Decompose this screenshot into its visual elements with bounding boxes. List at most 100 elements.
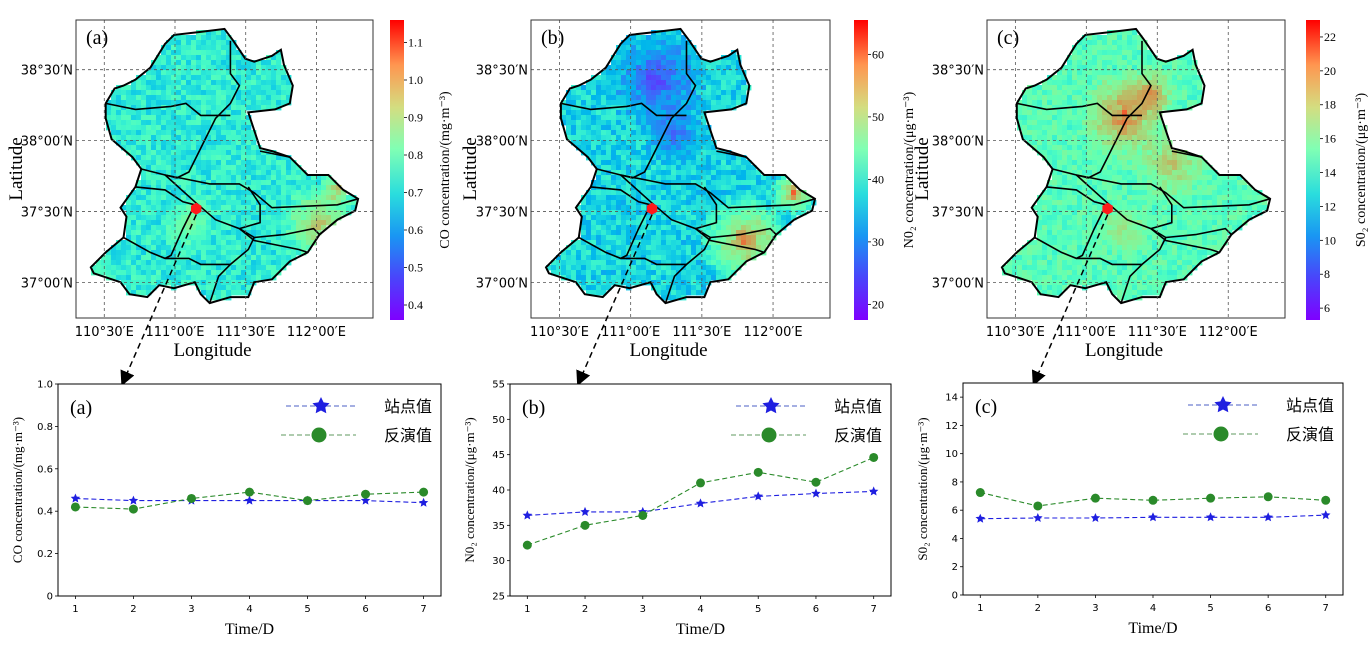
raster-cell bbox=[1147, 90, 1153, 96]
raster-cell bbox=[266, 90, 272, 96]
raster-cell bbox=[636, 195, 642, 201]
raster-cell bbox=[1047, 80, 1053, 86]
raster-cell bbox=[661, 240, 667, 246]
raster-cell bbox=[216, 140, 222, 146]
raster-cell bbox=[1132, 75, 1138, 81]
raster-cell bbox=[251, 165, 257, 171]
raster-cell bbox=[1037, 90, 1043, 96]
raster-cell bbox=[1127, 230, 1133, 236]
raster-cell bbox=[276, 160, 282, 166]
raster-cell bbox=[706, 245, 712, 251]
raster-cell bbox=[211, 265, 217, 271]
colorbar-tick-label: 0.7 bbox=[408, 186, 423, 200]
raster-cell bbox=[636, 70, 642, 76]
raster-cell bbox=[1157, 180, 1163, 186]
raster-cell bbox=[226, 150, 232, 156]
raster-cell bbox=[756, 180, 762, 186]
raster-cell bbox=[141, 215, 147, 221]
raster-cell bbox=[691, 185, 697, 191]
raster-cell bbox=[226, 70, 232, 76]
raster-cell bbox=[186, 260, 192, 266]
raster-cell bbox=[211, 245, 217, 251]
raster-cell bbox=[691, 155, 697, 161]
raster-cell bbox=[1157, 80, 1163, 86]
raster-cell bbox=[701, 135, 707, 141]
raster-cell bbox=[1127, 50, 1133, 56]
raster-cell bbox=[1027, 245, 1033, 251]
raster-cell bbox=[171, 200, 177, 206]
raster-cell bbox=[1062, 160, 1068, 166]
raster-cell bbox=[1157, 90, 1163, 96]
raster-cell bbox=[1167, 165, 1173, 171]
raster-cell bbox=[606, 145, 612, 151]
raster-cell bbox=[271, 55, 277, 61]
raster-cell bbox=[261, 90, 267, 96]
raster-cell bbox=[131, 135, 137, 141]
raster-cell bbox=[651, 155, 657, 161]
raster-cell bbox=[581, 110, 587, 116]
raster-cell bbox=[1142, 140, 1148, 146]
raster-cell bbox=[156, 230, 162, 236]
raster-cell bbox=[591, 180, 597, 186]
raster-cell bbox=[236, 135, 242, 141]
raster-cell bbox=[251, 145, 257, 151]
raster-cell bbox=[271, 160, 277, 166]
raster-cell bbox=[231, 195, 237, 201]
raster-cell bbox=[1112, 155, 1118, 161]
raster-cell bbox=[1137, 100, 1143, 106]
raster-cell bbox=[136, 215, 142, 221]
raster-cell bbox=[141, 290, 147, 296]
raster-cell bbox=[1077, 225, 1083, 231]
raster-cell bbox=[681, 180, 687, 186]
raster-cell bbox=[226, 45, 232, 51]
raster-cell bbox=[1132, 95, 1138, 101]
raster-cell bbox=[686, 270, 692, 276]
raster-cell bbox=[636, 200, 642, 206]
raster-cell bbox=[731, 80, 737, 86]
raster-cell bbox=[251, 215, 257, 221]
raster-cell bbox=[651, 135, 657, 141]
raster-cell bbox=[1147, 110, 1153, 116]
raster-cell bbox=[611, 200, 617, 206]
raster-cell bbox=[126, 285, 132, 291]
raster-cell bbox=[1142, 210, 1148, 216]
raster-cell bbox=[211, 45, 217, 51]
raster-cell bbox=[676, 285, 682, 291]
raster-cell bbox=[616, 190, 622, 196]
raster-cell bbox=[631, 65, 637, 71]
raster-cell bbox=[256, 275, 262, 281]
raster-cell bbox=[276, 95, 282, 101]
raster-cell bbox=[1127, 220, 1133, 226]
raster-cell bbox=[741, 255, 747, 261]
raster-cell bbox=[676, 85, 682, 91]
raster-cell bbox=[651, 190, 657, 196]
raster-cell bbox=[621, 150, 627, 156]
raster-cell bbox=[786, 185, 792, 191]
raster-cell bbox=[1157, 100, 1163, 106]
raster-cell bbox=[1162, 175, 1168, 181]
raster-cell bbox=[566, 90, 572, 96]
raster-cell bbox=[726, 150, 732, 156]
raster-cell bbox=[1047, 110, 1053, 116]
raster-cell bbox=[276, 255, 282, 261]
raster-cell bbox=[1152, 115, 1158, 121]
raster-cell bbox=[596, 275, 602, 281]
raster-cell bbox=[1082, 130, 1088, 136]
raster-cell bbox=[206, 35, 212, 41]
longitude-tick-label: 110°30′E bbox=[75, 325, 134, 340]
raster-cell bbox=[651, 230, 657, 236]
raster-cell bbox=[156, 190, 162, 196]
raster-cell bbox=[591, 190, 597, 196]
raster-cell bbox=[1132, 120, 1138, 126]
raster-cell bbox=[161, 145, 167, 151]
raster-cell bbox=[566, 105, 572, 111]
raster-cell bbox=[291, 170, 297, 176]
raster-cell bbox=[1157, 155, 1163, 161]
raster-cell bbox=[716, 65, 722, 71]
raster-cell bbox=[216, 270, 222, 276]
raster-cell bbox=[166, 220, 172, 226]
raster-cell bbox=[606, 205, 612, 211]
raster-cell bbox=[1127, 210, 1133, 216]
raster-cell bbox=[651, 95, 657, 101]
raster-cell bbox=[196, 125, 202, 131]
